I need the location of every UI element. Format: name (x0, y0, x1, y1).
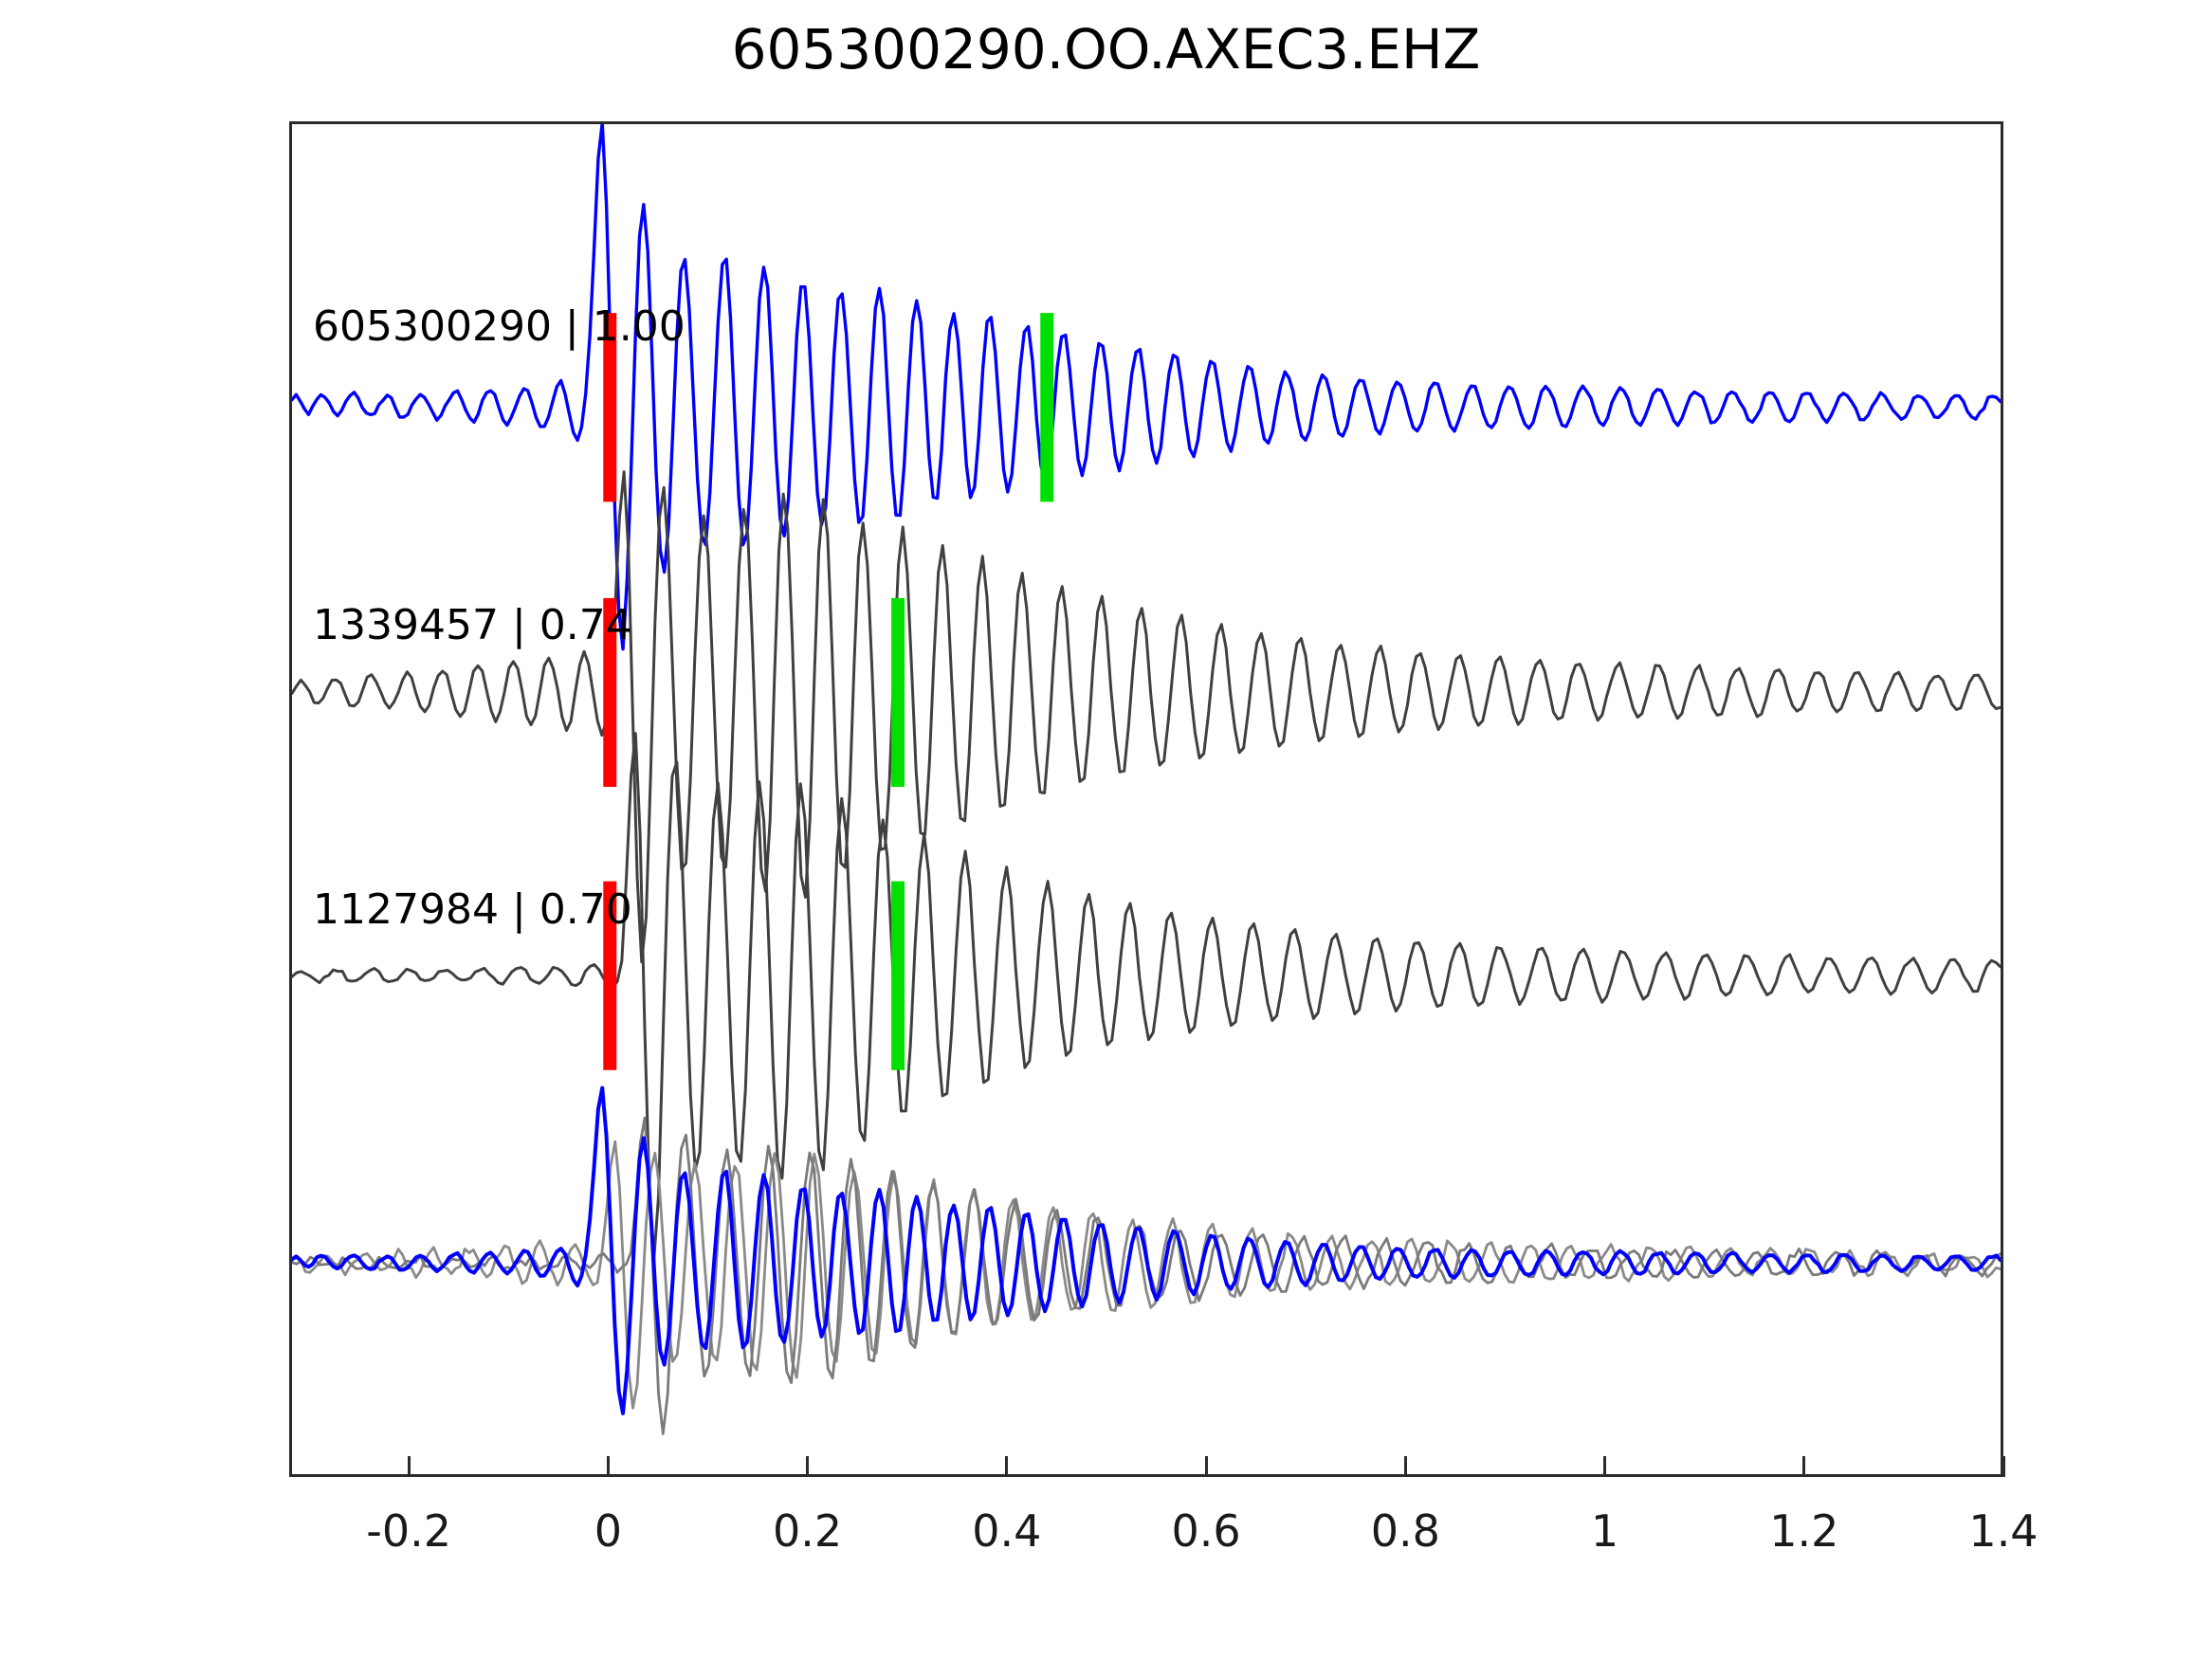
x-axis (289, 1456, 2005, 1498)
x-tick-label-2: 0.2 (773, 1505, 843, 1557)
x-tick-7 (1802, 1456, 1806, 1477)
waveform-trace-0 (292, 124, 2001, 651)
page-title: 605300290.OO.AXEC3.EHZ (731, 17, 1481, 82)
waveform-canvas (292, 124, 2001, 1435)
overlay-trace-blue (292, 1085, 2001, 1415)
x-tick-label-7: 1.2 (1769, 1505, 1839, 1557)
trace-label-0: 605300290 | 1.00 (313, 302, 686, 351)
x-tick-label-3: 0.4 (972, 1505, 1042, 1557)
pick-marker-red-1[interactable] (603, 597, 617, 788)
x-tick-label-5: 0.8 (1370, 1505, 1440, 1557)
x-tick-1 (606, 1456, 610, 1477)
pick-marker-green-2[interactable] (891, 881, 905, 1070)
x-tick-4 (1204, 1456, 1208, 1477)
x-tick-3 (1005, 1456, 1009, 1477)
pick-marker-green-0[interactable] (1040, 313, 1054, 502)
x-tick-6 (1603, 1456, 1607, 1477)
x-tick-2 (806, 1456, 810, 1477)
x-tick-label-4: 0.6 (1171, 1505, 1241, 1557)
x-tick-label-0: -0.2 (366, 1505, 452, 1557)
trace-label-1: 1339457 | 0.74 (313, 601, 632, 649)
waveform-trace-2 (292, 732, 2001, 1263)
pick-marker-red-2[interactable] (603, 881, 617, 1070)
x-tick-0 (407, 1456, 411, 1477)
x-tick-label-1: 0 (594, 1505, 622, 1557)
x-tick-5 (1403, 1456, 1407, 1477)
x-tick-8 (2002, 1456, 2005, 1477)
x-tick-label-6: 1 (1590, 1505, 1619, 1557)
x-tick-label-8: 1.4 (1968, 1505, 2038, 1557)
trace-label-2: 1127984 | 0.70 (313, 885, 632, 934)
overlay-trace-gray-1 (292, 1139, 2001, 1410)
plot-area (289, 121, 2003, 1477)
pick-marker-red-0[interactable] (603, 313, 617, 502)
waveform-trace-1 (292, 470, 2001, 964)
overlay-trace-gray-2 (292, 1116, 2001, 1435)
pick-marker-green-1[interactable] (891, 597, 905, 788)
